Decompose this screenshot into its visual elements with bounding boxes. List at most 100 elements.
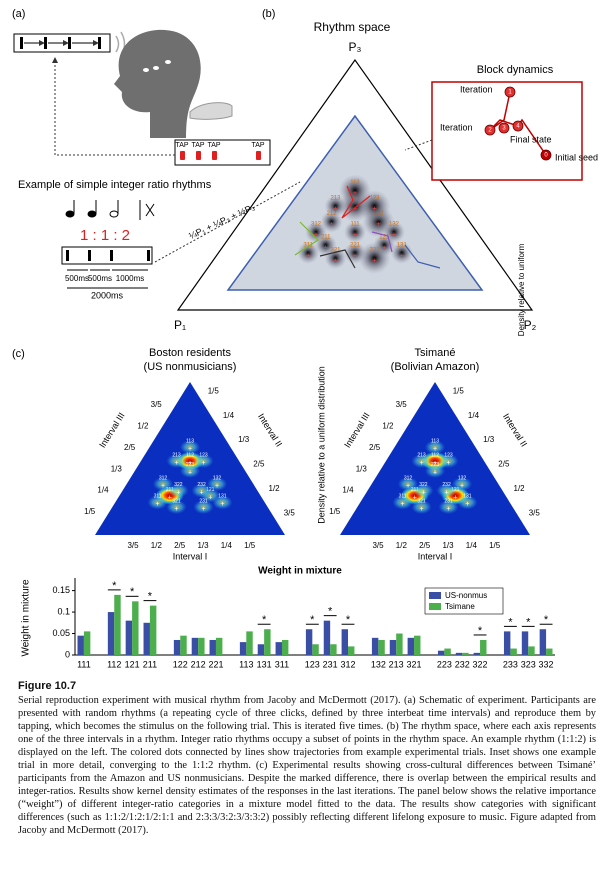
group-title: Boston residents [149, 347, 231, 359]
ratio-cross: + [372, 204, 377, 213]
significance-mark: * [262, 614, 267, 626]
ratio-cross: + [188, 446, 192, 453]
axis-label: Interval I [418, 551, 453, 561]
ratio-cross: + [399, 251, 404, 260]
bar [209, 639, 216, 655]
bar [143, 622, 150, 655]
y-tick-label: 0.05 [52, 628, 70, 638]
inset-dot-label: 0 [544, 153, 548, 159]
caption: Figure 10.7 Serial reproduction experime… [18, 680, 596, 837]
edge-tick-label: 1/4 [466, 541, 478, 550]
bar [539, 629, 547, 655]
x-tick-label: 232 [455, 659, 470, 669]
edge-tick-label: 2/5 [419, 541, 431, 550]
inset-dot [512, 120, 524, 132]
bar [305, 629, 313, 655]
ratio-label: 322 [419, 482, 428, 488]
bar [114, 594, 121, 655]
ratio-cross: + [421, 489, 425, 496]
x-tick-label: 113 [239, 659, 253, 669]
edge-tick-label: 1/4 [221, 541, 233, 550]
ratio-cross: + [200, 489, 204, 496]
bar [180, 635, 187, 655]
bar [83, 631, 91, 655]
density-blob [147, 495, 168, 510]
edge-tick-label: 1/2 [382, 421, 394, 430]
hand [189, 102, 233, 120]
ratio-cross: + [446, 506, 450, 513]
significance-mark: * [508, 616, 513, 628]
ratio-cross: + [215, 483, 219, 490]
x-tick-label: 221 [208, 659, 223, 669]
rhythm-box [61, 246, 153, 265]
ratio-label: 131 [218, 494, 227, 500]
density-blob [191, 483, 212, 498]
edge-tick-label: 3/5 [529, 509, 541, 518]
ratio-label: 231 [369, 248, 380, 254]
x-tick-label: 111 [77, 659, 91, 669]
interval-label: 500ms [88, 274, 112, 283]
bar [414, 635, 421, 655]
significance-mark: * [526, 616, 531, 628]
density-blob [438, 500, 459, 514]
x-tick-label: 131 [257, 659, 272, 669]
ratio-cross: + [376, 220, 381, 229]
bar [77, 635, 84, 655]
ratio-cross: + [176, 489, 180, 496]
bar [198, 637, 205, 655]
ratio-cross: + [323, 243, 328, 252]
ratio-cross: + [188, 470, 192, 477]
y-axis-label: Weight in mixture [21, 579, 32, 657]
edge-tick-label: 1/4 [223, 411, 235, 420]
ratio-cross: + [174, 506, 178, 513]
edge-tick-label: 3/5 [396, 400, 408, 409]
inset-dot-label: 4 [516, 124, 520, 130]
ratio-label: 213 [330, 196, 341, 202]
ratio-label: 311 [303, 242, 313, 248]
density-blob [180, 440, 200, 455]
ratio-label: 213 [172, 452, 181, 458]
ratio-label: 312 [159, 475, 168, 481]
density-blob [411, 500, 432, 514]
significance-mark: * [310, 614, 315, 626]
figure: 00.511.522.533.544.55 0123456>7 (a) TAPT… [12, 8, 598, 669]
ratio-label: 223 [186, 462, 195, 468]
x-tick-label: 312 [340, 659, 355, 669]
legend-swatch [429, 592, 441, 599]
tap-label: TAP [251, 142, 264, 149]
inset-label: Initial seed [555, 152, 598, 162]
edge-tick-label: 1/2 [269, 484, 281, 493]
inset-dot-label: 3 [502, 126, 506, 132]
ratio-cross: + [460, 483, 464, 490]
ratio-label: 211 [321, 235, 331, 241]
edge-tick-label: 1/2 [396, 541, 408, 550]
ratio-cross: + [353, 204, 358, 213]
edge-tick-label: 1/3 [197, 541, 209, 550]
ratio-cross: + [445, 489, 449, 496]
x-tick-label: 122 [173, 659, 188, 669]
bar [173, 639, 181, 655]
bar [125, 620, 133, 655]
inset-dot-label: 2 [488, 128, 492, 134]
figure-label: Figure 10.7 [18, 680, 77, 692]
bar [330, 644, 337, 655]
ratio-label: 321 [330, 248, 341, 254]
ratio-cross: + [174, 460, 178, 467]
ratio-cross: + [201, 506, 205, 513]
x-tick-label: 233 [503, 659, 518, 669]
ratio-cross: + [446, 460, 450, 467]
bar [281, 639, 289, 655]
edge-tick-label: 1/5 [489, 541, 501, 550]
note-symbols [65, 200, 155, 220]
ratio-cross: + [156, 501, 160, 508]
tap-box [174, 139, 271, 166]
edge-tick-label: 1/4 [468, 411, 480, 420]
bar [323, 620, 331, 655]
ratio-label: 132 [389, 222, 400, 228]
ratio-cross: + [419, 460, 423, 467]
edge-tick-label: 1/3 [483, 435, 495, 444]
density-blob [425, 463, 445, 478]
panel-label: (b) [262, 8, 275, 20]
feedback-arrow [52, 57, 175, 156]
inset-trajectory [489, 91, 547, 156]
